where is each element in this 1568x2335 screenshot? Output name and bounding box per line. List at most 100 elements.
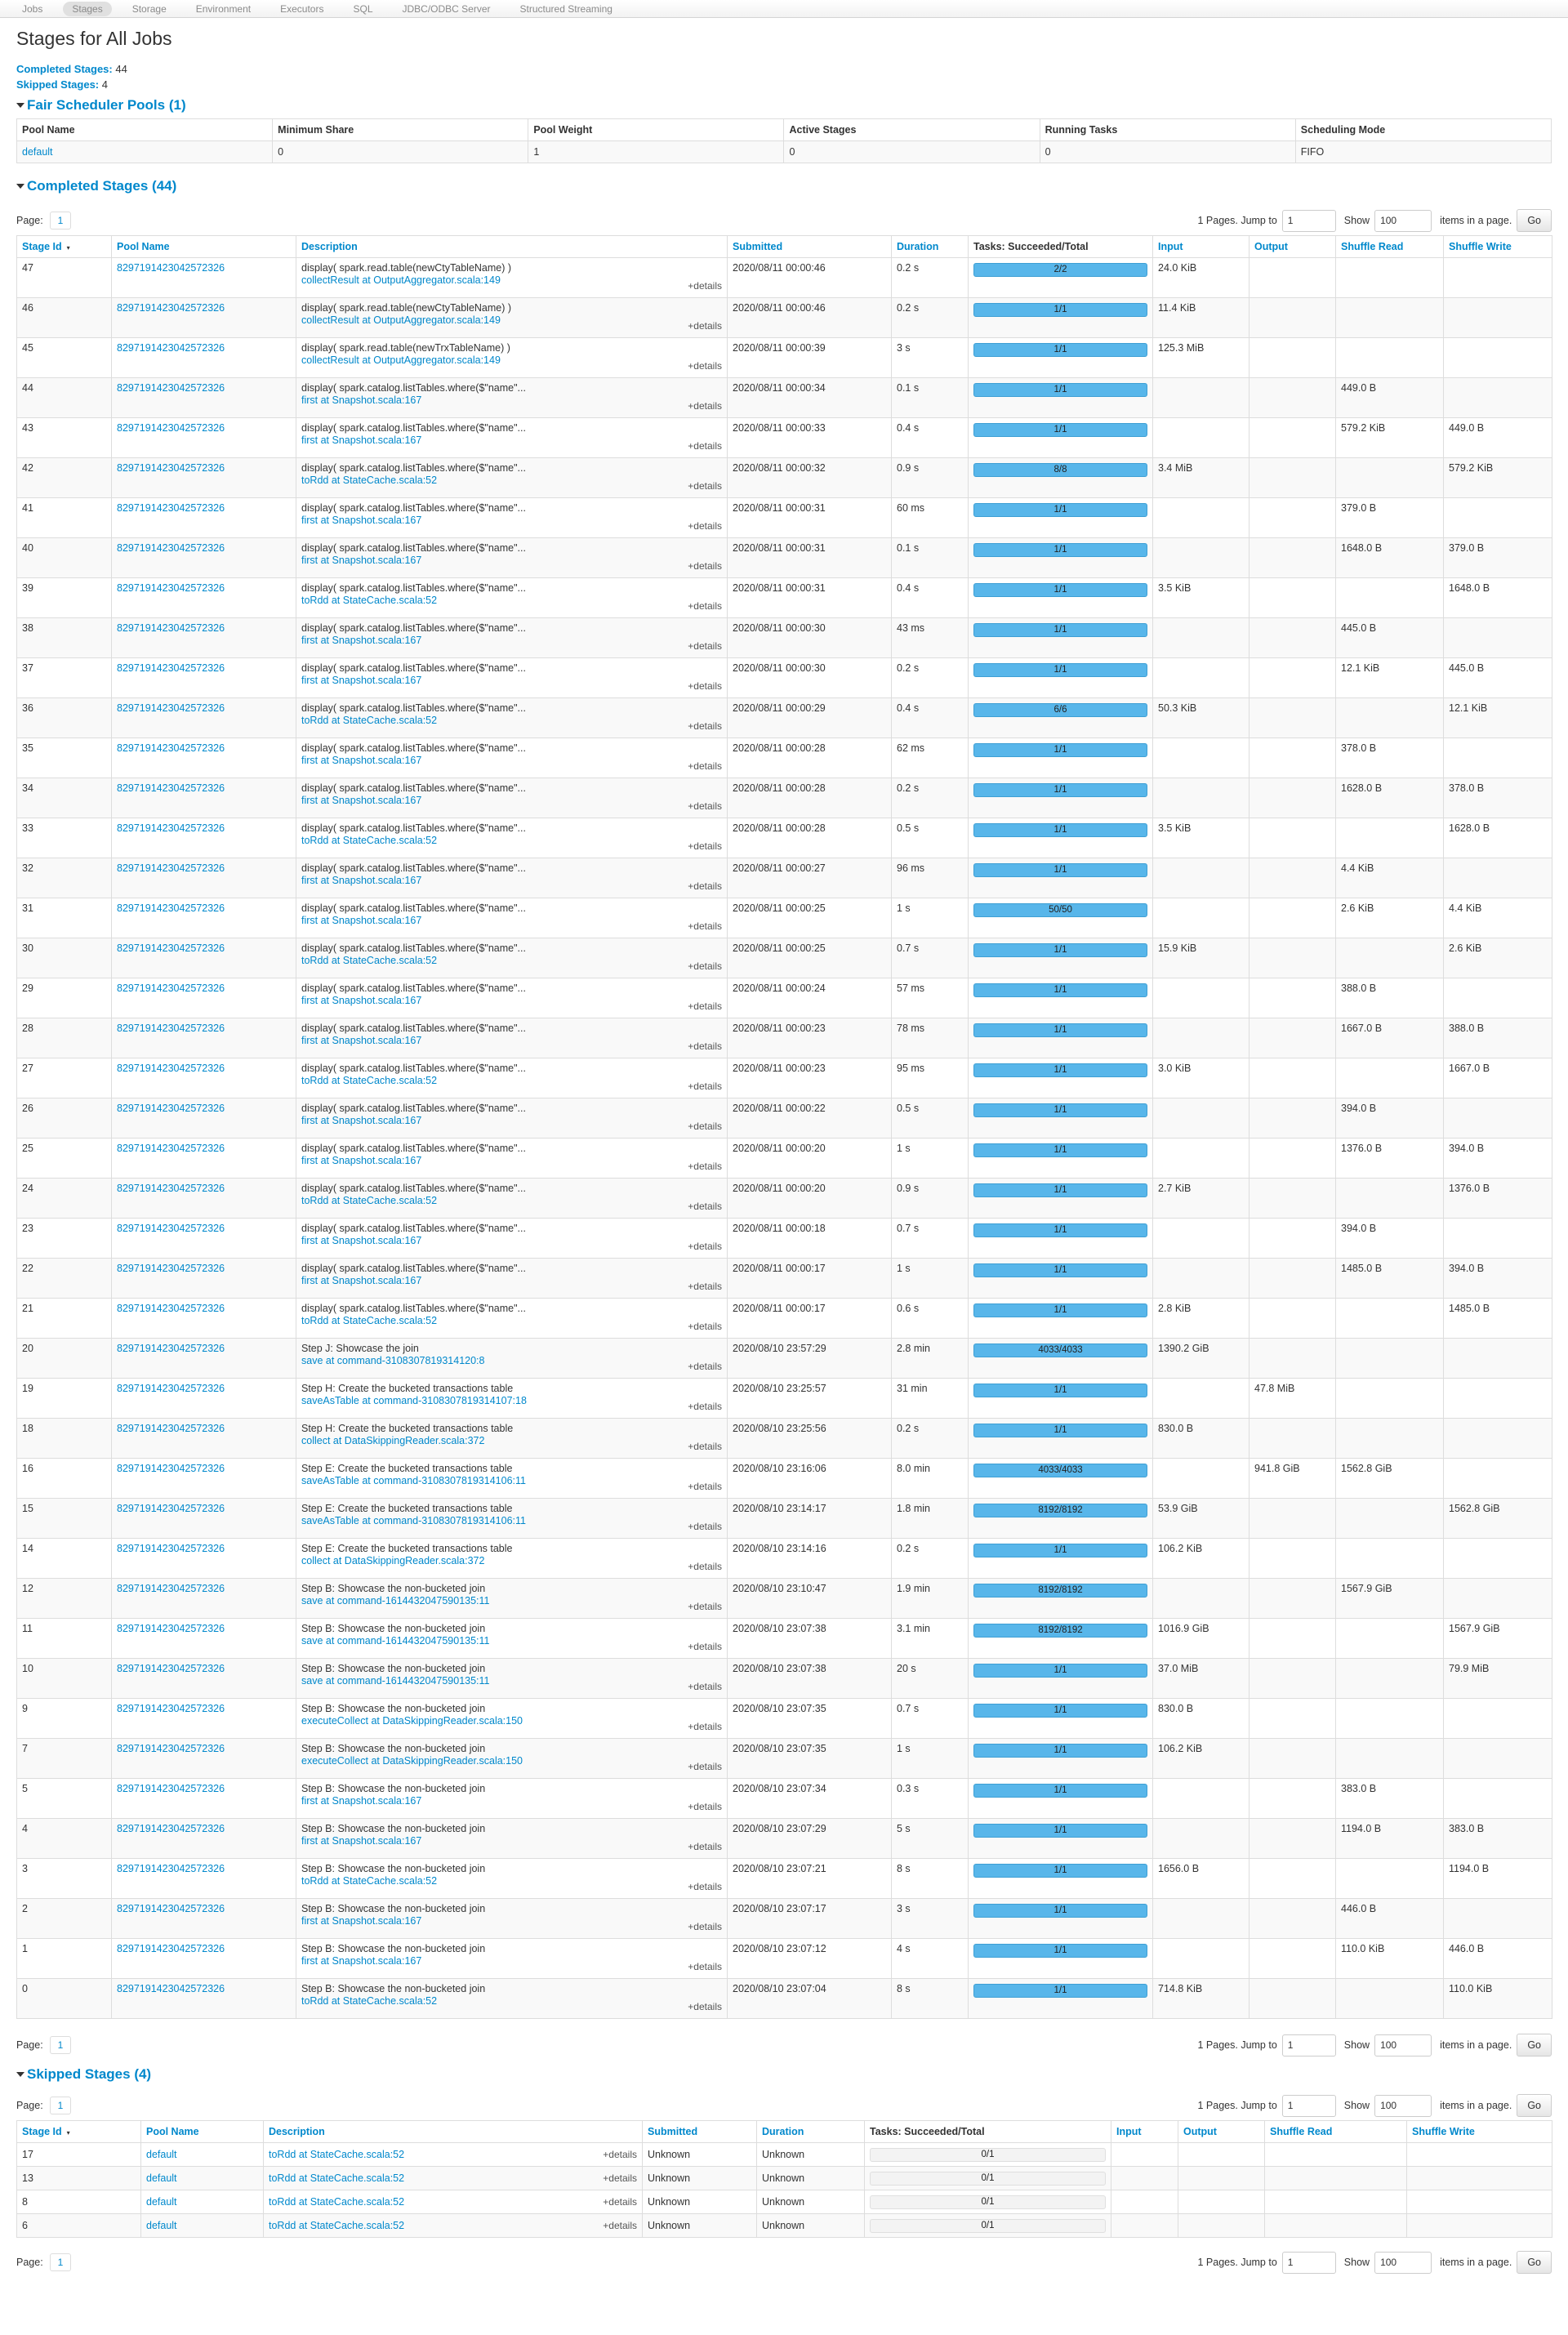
details-toggle[interactable]: +details	[688, 1121, 722, 1132]
stage-callsite-link[interactable]: toRdd at StateCache.scala:52	[301, 1315, 438, 1326]
skipped-toggle[interactable]: Skipped Stages (4)	[16, 2066, 1552, 2083]
pool-name-link[interactable]: 8297191423042572326	[117, 1463, 225, 1474]
pool-name-link[interactable]: 8297191423042572326	[117, 342, 225, 354]
pool-name-link[interactable]: default	[146, 2149, 177, 2160]
col-header-input[interactable]: Input	[1111, 2120, 1178, 2143]
pool-name-link[interactable]: 8297191423042572326	[117, 1943, 225, 1954]
pool-name-link[interactable]: 8297191423042572326	[117, 1663, 225, 1674]
col-header-output[interactable]: Output	[1249, 235, 1336, 258]
details-toggle[interactable]: +details	[688, 1561, 722, 1572]
stage-callsite-link[interactable]: save at command-1614432047590135:11	[301, 1635, 490, 1647]
stage-callsite-link[interactable]: first at Snapshot.scala:167	[301, 635, 422, 646]
details-toggle[interactable]: +details	[688, 920, 722, 932]
col-header-shuffle-write[interactable]: Shuffle Write	[1406, 2120, 1552, 2143]
details-toggle[interactable]: +details	[688, 560, 722, 572]
details-toggle[interactable]: +details	[603, 2220, 637, 2231]
stage-callsite-link[interactable]: first at Snapshot.scala:167	[301, 755, 422, 766]
stage-callsite-link[interactable]: save at command-1614432047590135:11	[301, 1595, 490, 1606]
stage-callsite-link[interactable]: first at Snapshot.scala:167	[301, 1835, 422, 1847]
col-header-submitted[interactable]: Submitted	[642, 2120, 757, 2143]
details-toggle[interactable]: +details	[688, 1601, 722, 1612]
completed-toggle[interactable]: Completed Stages (44)	[16, 178, 1552, 194]
details-toggle[interactable]: +details	[688, 1281, 722, 1292]
details-toggle[interactable]: +details	[688, 1641, 722, 1652]
details-toggle[interactable]: +details	[688, 1721, 722, 1732]
pool-name-link[interactable]: 8297191423042572326	[117, 1743, 225, 1754]
stage-callsite-link[interactable]: first at Snapshot.scala:167	[301, 1155, 422, 1166]
col-header-shuffle-read[interactable]: Shuffle Read	[1264, 2120, 1407, 2143]
page-size-input[interactable]	[1374, 2034, 1432, 2056]
details-toggle[interactable]: +details	[688, 880, 722, 892]
col-header-submitted[interactable]: Submitted	[727, 235, 892, 258]
pool-name-link[interactable]: 8297191423042572326	[117, 582, 225, 594]
pool-name-link[interactable]: 8297191423042572326	[117, 742, 225, 754]
pool-name-link[interactable]: 8297191423042572326	[117, 862, 225, 874]
pool-name-link[interactable]: 8297191423042572326	[117, 1143, 225, 1154]
details-toggle[interactable]: +details	[688, 1681, 722, 1692]
details-toggle[interactable]: +details	[688, 2001, 722, 2012]
details-toggle[interactable]: +details	[688, 1000, 722, 1012]
pool-name-link[interactable]: 8297191423042572326	[117, 382, 225, 394]
details-toggle[interactable]: +details	[688, 360, 722, 372]
stage-callsite-link[interactable]: collectResult at OutputAggregator.scala:…	[301, 314, 501, 326]
col-header-duration[interactable]: Duration	[891, 235, 969, 258]
col-header-description[interactable]: Description	[296, 235, 728, 258]
nav-tab-jobs[interactable]: Jobs	[22, 2, 43, 15]
stage-callsite-link[interactable]: saveAsTable at command-3108307819314107:…	[301, 1395, 527, 1406]
pool-name-link[interactable]: 8297191423042572326	[117, 462, 225, 474]
stage-callsite-link[interactable]: collectResult at OutputAggregator.scala:…	[301, 274, 501, 286]
stage-callsite-link[interactable]: toRdd at StateCache.scala:52	[301, 835, 438, 846]
stage-callsite-link[interactable]: toRdd at StateCache.scala:52	[301, 1875, 438, 1887]
stage-callsite-link[interactable]: toRdd at StateCache.scala:52	[301, 955, 438, 966]
details-toggle[interactable]: +details	[688, 520, 722, 532]
details-toggle[interactable]: +details	[688, 1801, 722, 1812]
details-toggle[interactable]: +details	[688, 1401, 722, 1412]
pool-name-link[interactable]: 8297191423042572326	[117, 1183, 225, 1194]
page-size-input[interactable]	[1374, 2251, 1432, 2274]
details-toggle[interactable]: +details	[688, 1161, 722, 1172]
pool-name-link[interactable]: 8297191423042572326	[117, 1023, 225, 1034]
col-header-stage-id[interactable]: Stage Id ▾	[16, 2120, 141, 2143]
stage-callsite-link[interactable]: first at Snapshot.scala:167	[301, 394, 422, 406]
stage-callsite-link[interactable]: toRdd at StateCache.scala:52	[269, 2196, 405, 2208]
stage-callsite-link[interactable]: toRdd at StateCache.scala:52	[301, 715, 438, 726]
nav-tab-structured-streaming[interactable]: Structured Streaming	[519, 2, 612, 15]
details-toggle[interactable]: +details	[688, 1481, 722, 1492]
pool-name-link[interactable]: 8297191423042572326	[117, 942, 225, 954]
pool-name-link[interactable]: 8297191423042572326	[117, 822, 225, 834]
stage-callsite-link[interactable]: executeCollect at DataSkippingReader.sca…	[301, 1755, 523, 1767]
nav-tab-environment[interactable]: Environment	[195, 2, 252, 15]
col-header-description[interactable]: Description	[263, 2120, 643, 2143]
pool-name-link[interactable]: 8297191423042572326	[117, 422, 225, 434]
pool-name-link[interactable]: 8297191423042572326	[117, 1503, 225, 1514]
stage-callsite-link[interactable]: saveAsTable at command-3108307819314106:…	[301, 1475, 526, 1486]
stage-callsite-link[interactable]: toRdd at StateCache.scala:52	[301, 595, 438, 606]
col-header-stage-id[interactable]: Stage Id ▾	[16, 235, 112, 258]
details-toggle[interactable]: +details	[603, 2149, 637, 2160]
details-toggle[interactable]: +details	[688, 1961, 722, 1972]
completed-stages-link[interactable]: Completed Stages:	[16, 63, 113, 75]
details-toggle[interactable]: +details	[688, 680, 722, 692]
jump-to-page-input[interactable]	[1281, 2094, 1336, 2117]
col-header-pool-name[interactable]: Pool Name	[111, 235, 296, 258]
pool-name-link[interactable]: 8297191423042572326	[117, 1703, 225, 1714]
pool-name-link[interactable]: 8297191423042572326	[117, 983, 225, 994]
pool-name-link[interactable]: 8297191423042572326	[117, 1223, 225, 1234]
stage-callsite-link[interactable]: save at command-1614432047590135:11	[301, 1675, 490, 1687]
stage-callsite-link[interactable]: first at Snapshot.scala:167	[301, 1235, 422, 1246]
details-toggle[interactable]: +details	[688, 1441, 722, 1452]
stage-callsite-link[interactable]: saveAsTable at command-3108307819314106:…	[301, 1515, 526, 1526]
details-toggle[interactable]: +details	[688, 280, 722, 292]
stage-callsite-link[interactable]: toRdd at StateCache.scala:52	[301, 475, 438, 486]
details-toggle[interactable]: +details	[688, 400, 722, 412]
details-toggle[interactable]: +details	[688, 1841, 722, 1852]
details-toggle[interactable]: +details	[688, 640, 722, 652]
stage-callsite-link[interactable]: collectResult at OutputAggregator.scala:…	[301, 354, 501, 366]
pool-name-link[interactable]: 8297191423042572326	[117, 1543, 225, 1554]
pool-name-link[interactable]: 8297191423042572326	[117, 1063, 225, 1074]
stage-callsite-link[interactable]: first at Snapshot.scala:167	[301, 555, 422, 566]
pool-name-link[interactable]: 8297191423042572326	[117, 1343, 225, 1354]
stage-callsite-link[interactable]: first at Snapshot.scala:167	[301, 675, 422, 686]
stage-callsite-link[interactable]: collect at DataSkippingReader.scala:372	[301, 1555, 485, 1566]
stage-callsite-link[interactable]: first at Snapshot.scala:167	[301, 515, 422, 526]
